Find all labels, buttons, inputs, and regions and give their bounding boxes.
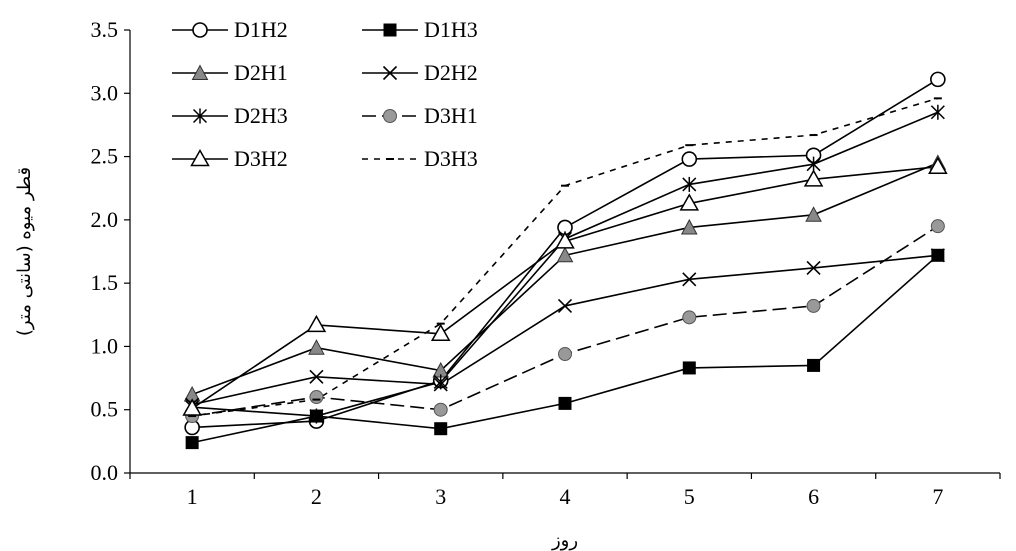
data-point — [383, 109, 397, 123]
x-mark-stroke — [382, 65, 398, 81]
legend-item-d3h2: D3H2 — [172, 146, 288, 171]
data-point — [806, 156, 821, 172]
legend-label: D1H3 — [424, 17, 478, 42]
x-mark-stroke — [309, 369, 324, 384]
y-tick-label: 3.5 — [91, 17, 119, 42]
legend-label: D3H3 — [424, 146, 478, 171]
data-point — [191, 64, 209, 80]
data-point — [680, 218, 698, 235]
x-tick-label: 7 — [932, 484, 943, 509]
legend-label: D1H2 — [234, 17, 288, 42]
series-markers-d2h2 — [185, 248, 945, 412]
legend-label: D3H2 — [234, 146, 288, 171]
legend-label: D2H2 — [424, 60, 478, 85]
data-point — [558, 396, 572, 410]
legend: D1H2 D1H3 D2H1 D2H2 D2H3 D3H1 D3H2 D3H3 — [172, 17, 478, 171]
y-tick-label: 0.5 — [91, 397, 119, 422]
data-point — [807, 358, 821, 372]
data-point — [309, 369, 324, 384]
series-layer — [182, 71, 948, 450]
x-tick-label: 4 — [560, 484, 571, 509]
data-point — [556, 246, 574, 263]
legend-label: D2H1 — [234, 60, 288, 85]
data-point — [679, 193, 700, 211]
y-tick-label: 0.0 — [91, 460, 119, 485]
data-point — [930, 71, 946, 88]
data-point — [806, 260, 821, 276]
y-tick-label: 1.0 — [91, 333, 119, 358]
series-markers-d3h2 — [182, 156, 948, 416]
legend-label: D3H1 — [424, 103, 478, 128]
series-line — [192, 111, 939, 417]
axes: 0.0 0.5 1.0 1.5 2.0 2.5 3.0 3.5 1 2 3 4 5 6 7 — [91, 17, 1001, 509]
x-tick-label: 5 — [684, 484, 695, 509]
data-point — [306, 314, 327, 333]
series-markers-d3h3 — [188, 97, 942, 418]
y-tick-label: 2.5 — [91, 144, 119, 169]
data-point — [803, 169, 824, 187]
legend-item-d3h3: D3H3 — [362, 146, 478, 171]
data-point — [557, 298, 573, 313]
data-point — [190, 148, 210, 167]
data-point — [433, 402, 448, 417]
data-point — [382, 65, 398, 81]
series-line — [191, 165, 938, 410]
x-mark-stroke — [557, 298, 573, 313]
legend-item-d1h3: D1H3 — [362, 17, 478, 42]
data-point — [558, 347, 572, 362]
series-d2h3 — [192, 111, 939, 417]
legend-item-d2h3: D2H3 — [172, 103, 288, 128]
data-point — [930, 219, 945, 234]
data-point — [434, 422, 448, 436]
x-tick-label: 6 — [808, 484, 819, 509]
data-point — [309, 390, 324, 405]
series-markers-d2h3 — [185, 104, 945, 424]
data-point — [806, 298, 821, 313]
y-tick-label: 3.0 — [91, 80, 119, 105]
y-tick-label: 2.0 — [91, 207, 119, 232]
data-point — [182, 398, 202, 416]
x-mark-stroke — [930, 248, 945, 263]
data-point — [430, 323, 451, 342]
x-tick-label: 1 — [187, 484, 198, 509]
data-point — [682, 310, 697, 325]
series-d3h2 — [191, 165, 938, 410]
data-point — [383, 23, 397, 37]
data-point — [682, 272, 697, 287]
x-mark-stroke — [682, 272, 697, 287]
data-point — [192, 22, 208, 38]
legend-item-d2h2: D2H2 — [362, 60, 478, 85]
data-point — [192, 108, 208, 124]
data-point — [185, 436, 199, 450]
legend-label: D2H3 — [234, 103, 288, 128]
legend-item-d3h1: D3H1 — [362, 103, 478, 128]
x-mark-stroke — [806, 260, 821, 276]
series-line — [191, 254, 938, 406]
x-tick-label: 2 — [311, 484, 322, 509]
series-d2h2 — [191, 254, 938, 406]
x-tick-label: 3 — [435, 484, 446, 509]
data-point — [433, 374, 448, 390]
x-axis-title: روز — [551, 530, 578, 551]
data-point — [930, 248, 945, 263]
data-point — [681, 151, 698, 167]
legend-item-d2h1: D2H1 — [172, 60, 288, 85]
y-axis-title: قطر میوه (سانتی متر) — [14, 167, 35, 336]
data-point — [805, 206, 822, 222]
data-point — [682, 176, 697, 192]
data-point — [555, 231, 575, 249]
legend-item-d1h2: D1H2 — [172, 17, 288, 42]
data-point — [928, 156, 948, 174]
data-point — [930, 104, 945, 120]
data-point — [682, 361, 696, 375]
series-markers-d2h1 — [183, 154, 947, 402]
y-tick-label: 1.5 — [91, 270, 119, 295]
data-point — [308, 339, 325, 355]
data-point — [309, 408, 324, 424]
